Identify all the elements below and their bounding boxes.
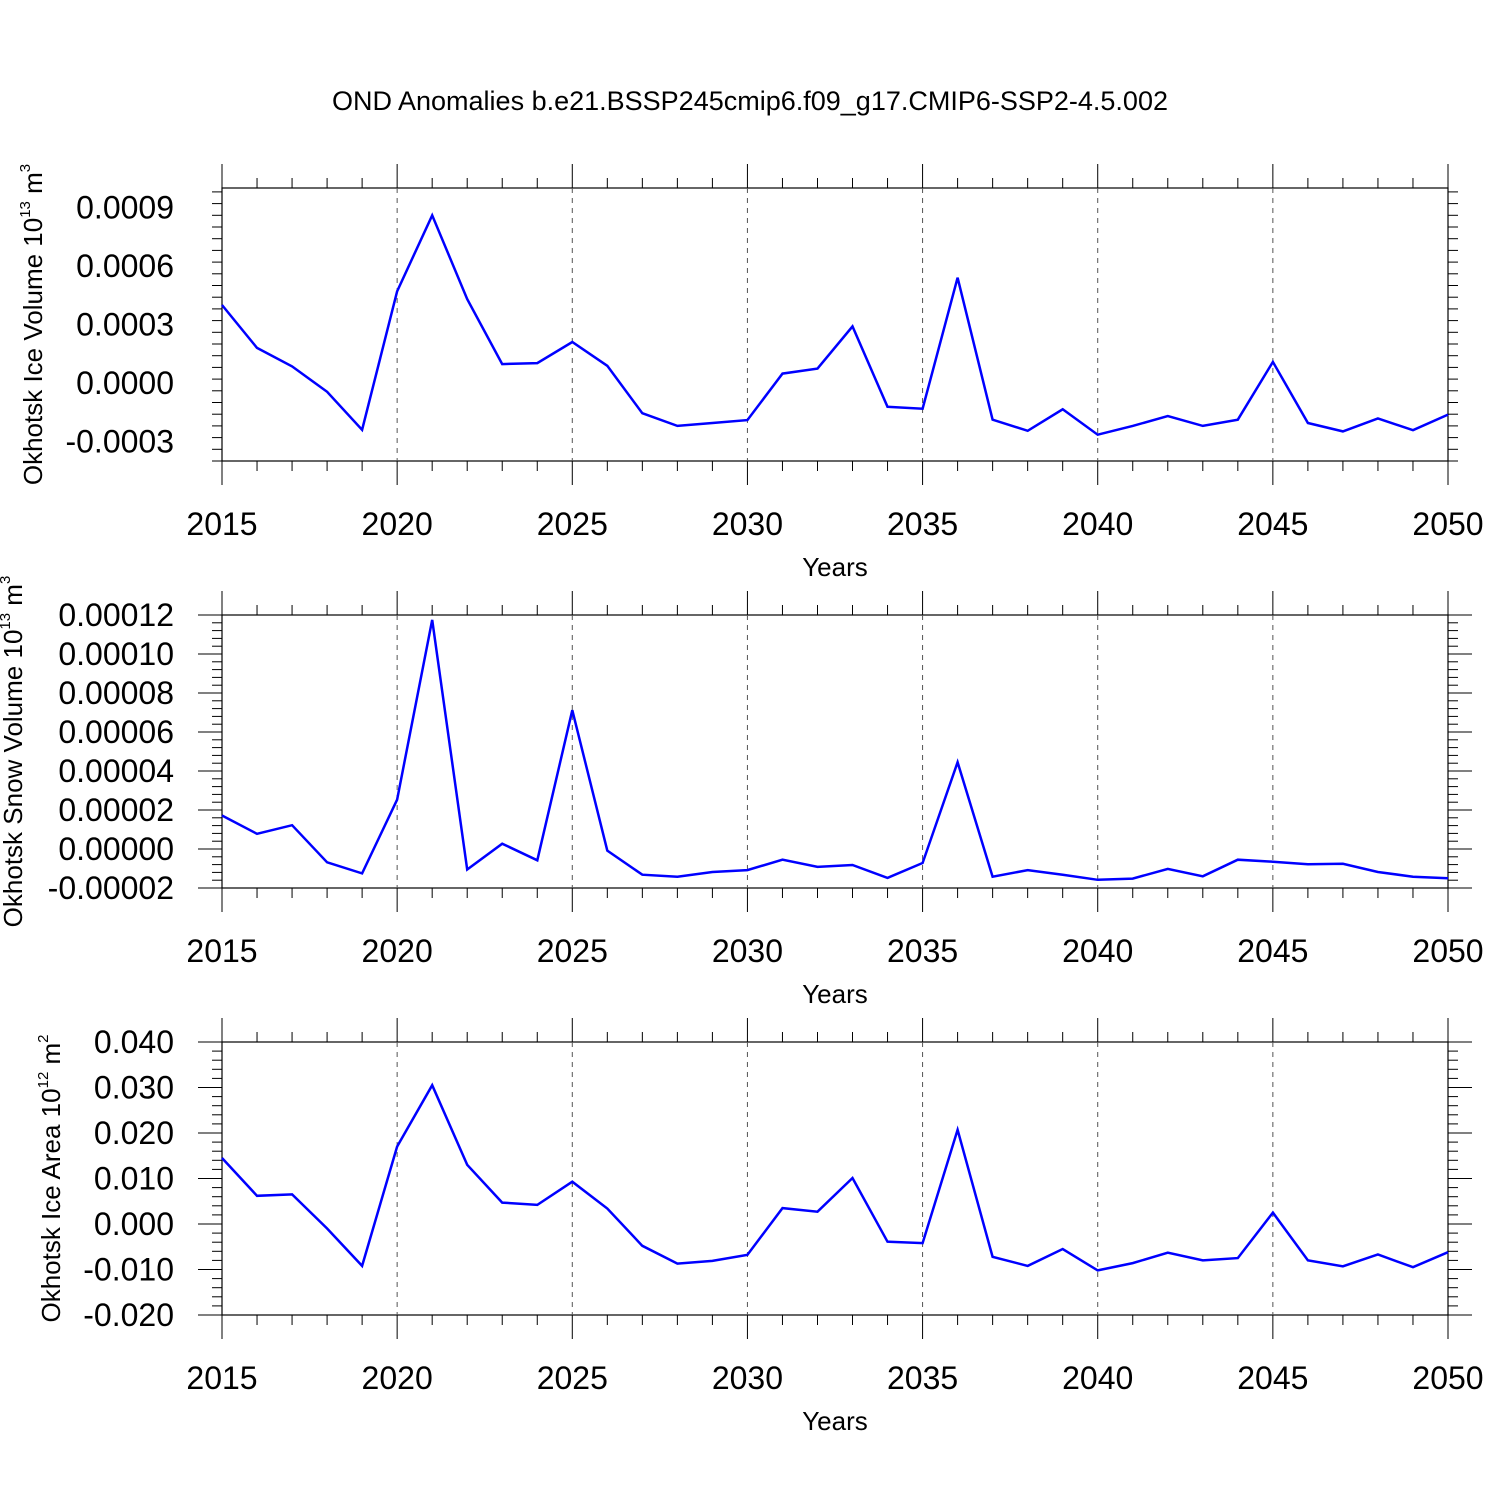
x-axis-label: Years [802,552,868,582]
x-tick-label: 2015 [186,933,257,969]
plot-frame [221,187,1449,462]
y-axis-label: Okhotsk Ice Area 1012 m2 [35,1034,66,1322]
x-tick-label: 2045 [1237,933,1308,969]
series-line [221,619,1449,882]
x-tick-label: 2030 [712,506,783,542]
y-tick-label: 0.020 [94,1115,174,1151]
y-tick-label: 0.00004 [58,753,174,789]
x-tick-label: 2020 [362,1360,433,1396]
y-tick-label: 0.0006 [76,248,174,284]
series-line [221,1082,1449,1272]
x-axis-label: Years [802,1406,868,1436]
y-tick-label: 0.00000 [58,831,174,867]
x-axis-label: Years [802,979,868,1009]
panel-2: 2015 2020 2025 2030 2035 2040 2045 2050 -0.00002… [0,576,1484,1009]
x-tick-label: 2045 [1237,1360,1308,1396]
y-tick-label: 0.00006 [58,714,174,750]
x-tick-label: 2020 [362,506,433,542]
y-tick-label: -0.00002 [48,870,174,906]
x-tick-label: 2020 [362,933,433,969]
y-tick-label: 0.00010 [58,636,174,672]
x-tick-label: 2050 [1412,506,1483,542]
y-tick-label: 0.00012 [58,597,174,633]
x-tick-label: 2025 [537,506,608,542]
series-line [221,212,1449,437]
x-tick-label: 2030 [712,933,783,969]
x-tick-label: 2025 [537,933,608,969]
y-tick-label: 0.030 [94,1070,174,1106]
x-tick-label: 2040 [1062,506,1133,542]
y-tick-label: 0.0009 [76,190,174,226]
panel-1: 2015 2020 2025 2030 2035 2040 2045 2050 -0.0003 0… [17,164,1484,582]
x-tick-label: 2035 [887,506,958,542]
y-tick-label: 0.000 [94,1206,174,1242]
x-tick-label: 2015 [186,506,257,542]
y-tick-label: -0.010 [83,1252,174,1288]
x-tick-label: 2050 [1412,933,1483,969]
x-tick-label: 2040 [1062,1360,1133,1396]
y-tick-label: 0.0003 [76,307,174,343]
y-tick-label: -0.0003 [65,424,174,460]
y-tick-label: 0.00008 [58,675,174,711]
y-tick-label: 0.040 [94,1024,174,1060]
x-tick-label: 2030 [712,1360,783,1396]
x-tick-label: 2035 [887,1360,958,1396]
figure-title: OND Anomalies b.e21.BSSP245cmip6.f09_g17… [332,86,1168,116]
y-tick-label: 0.00002 [58,792,174,828]
y-tick-label: 0.010 [94,1161,174,1197]
x-tick-label: 2045 [1237,506,1308,542]
x-tick-label: 2035 [887,933,958,969]
plot-frame [221,614,1449,889]
y-axis-label: Okhotsk Snow Volume 1013 m3 [0,576,28,928]
y-tick-label: 0.0000 [76,365,174,401]
panel-3: 2015 2020 2025 2030 2035 2040 2045 2050 -0.020 -0… [35,1018,1484,1436]
x-tick-label: 2050 [1412,1360,1483,1396]
y-axis-label: Okhotsk Ice Volume 1013 m3 [17,164,48,485]
x-tick-label: 2040 [1062,933,1133,969]
x-tick-label: 2025 [537,1360,608,1396]
x-tick-label: 2015 [186,1360,257,1396]
plot-frame [221,1041,1449,1316]
y-tick-label: -0.020 [83,1297,174,1333]
